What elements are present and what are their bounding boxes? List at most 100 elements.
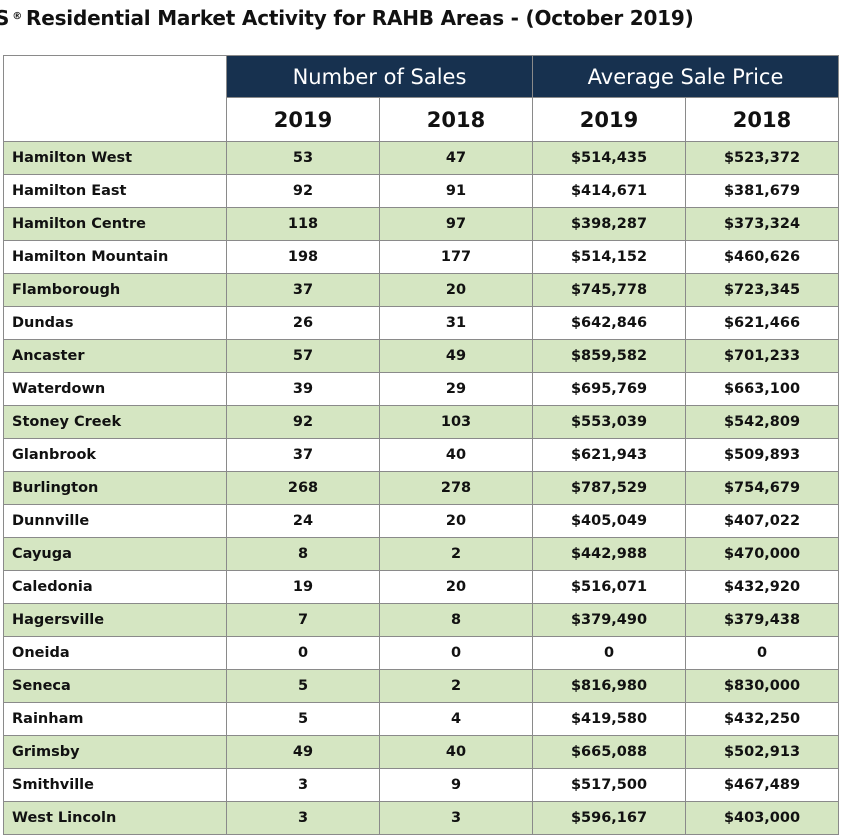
title-text: Residential Market Activity for RAHB Are… [26,6,694,30]
area-cell: Ancaster [3,339,227,373]
price-2019-cell: $405,049 [532,504,687,538]
table-row: Rainham 5 4 $419,580 $432,250 [3,702,840,736]
price-2018-cell: 0 [685,636,840,670]
price-2019-cell: $379,490 [532,603,687,637]
sales-2018-cell: 20 [378,504,534,538]
area-cell: Dunnville [3,504,227,538]
price-2018-cell: $542,809 [685,405,840,439]
table-row: Seneca 5 2 $816,980 $830,000 [3,669,840,703]
price-2018-header: 2018 [685,97,840,142]
sales-2018-cell: 29 [378,372,534,406]
table-row: Oneida 0 0 0 0 [3,636,840,670]
sales-2019-cell: 53 [226,141,380,175]
area-header-blank [3,55,227,142]
sales-2019-cell: 118 [226,207,380,241]
area-cell: Hamilton East [3,174,227,208]
area-cell: Dundas [3,306,227,340]
area-cell: Burlington [3,471,227,505]
area-cell: Smithville [3,768,227,802]
sales-2018-cell: 4 [378,702,534,736]
area-cell: Waterdown [3,372,227,406]
price-2018-cell: $470,000 [685,537,840,571]
sales-2019-cell: 49 [226,735,380,769]
sales-2019-cell: 24 [226,504,380,538]
price-2018-cell: $502,913 [685,735,840,769]
price-2019-cell: $414,671 [532,174,687,208]
area-cell: Hagersville [3,603,227,637]
price-2018-cell: $467,489 [685,768,840,802]
sales-2019-cell: 198 [226,240,380,274]
table-row: Grimsby 49 40 $665,088 $502,913 [3,735,840,769]
sales-2019-cell: 7 [226,603,380,637]
price-2018-cell: $379,438 [685,603,840,637]
average-sale-price-header: Average Sale Price [532,55,840,98]
price-2019-cell: $517,500 [532,768,687,802]
sales-2019-cell: 5 [226,702,380,736]
table-row: Flamborough 37 20 $745,778 $723,345 [3,273,840,307]
registered-mark: ® [12,11,23,22]
table-row: Waterdown 39 29 $695,769 $663,100 [3,372,840,406]
table-row: Cayuga 8 2 $442,988 $470,000 [3,537,840,571]
price-2019-cell: $787,529 [532,471,687,505]
price-2018-cell: $523,372 [685,141,840,175]
sales-2018-cell: 31 [378,306,534,340]
area-cell: Stoney Creek [3,405,227,439]
page-title: S ® Residential Market Activity for RAHB A… [0,6,694,30]
sales-2019-cell: 26 [226,306,380,340]
table-row: Burlington 268 278 $787,529 $754,679 [3,471,840,505]
sales-2018-cell: 278 [378,471,534,505]
table-row: Hamilton Centre 118 97 $398,287 $373,324 [3,207,840,241]
price-2019-cell: $514,152 [532,240,687,274]
column-group-header-row: Number of Sales Average Sale Price [3,55,840,142]
price-2019-cell: $642,846 [532,306,687,340]
sales-2019-cell: 0 [226,636,380,670]
table-row: West Lincoln 3 3 $596,167 $403,000 [3,801,840,835]
table-row: Hamilton Mountain 198 177 $514,152 $460,626 [3,240,840,274]
number-of-sales-header: Number of Sales [225,55,534,98]
price-2018-cell: $754,679 [685,471,840,505]
price-2018-cell: $432,250 [685,702,840,736]
sales-2019-cell: 5 [226,669,380,703]
sales-2019-cell: 37 [226,438,380,472]
sales-2018-cell: 3 [378,801,534,835]
price-2018-cell: $432,920 [685,570,840,604]
sales-2019-cell: 3 [226,801,380,835]
sales-2019-cell: 3 [226,768,380,802]
table-row: Smithville 3 9 $517,500 $467,489 [3,768,840,802]
price-2018-cell: $403,000 [685,801,840,835]
price-2019-cell: $596,167 [532,801,687,835]
table-row: Ancaster 57 49 $859,582 $701,233 [3,339,840,373]
price-2019-cell: $419,580 [532,702,687,736]
sales-2019-cell: 39 [226,372,380,406]
price-2018-cell: $460,626 [685,240,840,274]
price-2019-header: 2019 [532,97,687,142]
area-cell: Oneida [3,636,227,670]
sales-2018-header: 2018 [378,97,534,142]
area-cell: West Lincoln [3,801,227,835]
price-2018-cell: $830,000 [685,669,840,703]
price-2019-cell: $621,943 [532,438,687,472]
price-2018-cell: $373,324 [685,207,840,241]
sales-2018-cell: 20 [378,570,534,604]
price-2019-cell: $695,769 [532,372,687,406]
table-row: Hagersville 7 8 $379,490 $379,438 [3,603,840,637]
sales-2018-cell: 97 [378,207,534,241]
sales-2019-cell: 19 [226,570,380,604]
sales-2018-cell: 40 [378,438,534,472]
sales-2018-cell: 20 [378,273,534,307]
price-2019-cell: $514,435 [532,141,687,175]
table-row: Dundas 26 31 $642,846 $621,466 [3,306,840,340]
area-cell: Hamilton Mountain [3,240,227,274]
price-2019-cell: $859,582 [532,339,687,373]
sales-2019-cell: 37 [226,273,380,307]
sales-2019-cell: 268 [226,471,380,505]
sales-2018-cell: 47 [378,141,534,175]
price-2019-cell: $745,778 [532,273,687,307]
sales-2018-cell: 9 [378,768,534,802]
sales-2019-cell: 8 [226,537,380,571]
area-cell: Caledonia [3,570,227,604]
area-cell: Seneca [3,669,227,703]
area-cell: Rainham [3,702,227,736]
price-2018-cell: $509,893 [685,438,840,472]
sales-2019-cell: 92 [226,174,380,208]
